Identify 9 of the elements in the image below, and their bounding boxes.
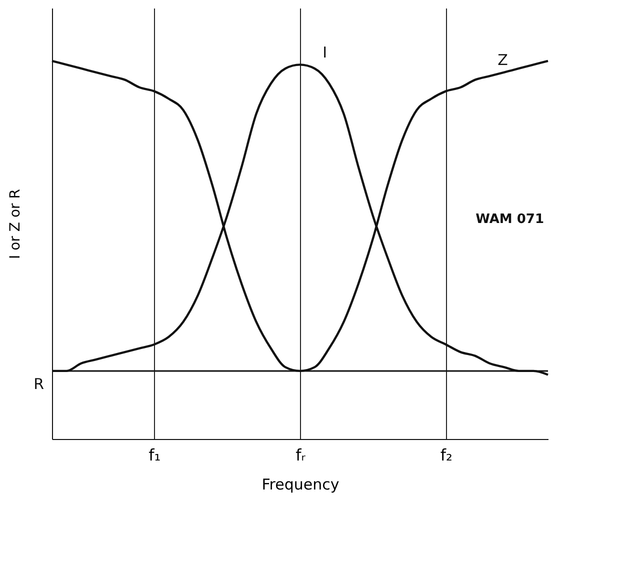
- x-tick-label: f₁: [148, 446, 161, 464]
- x-tick-label: f₂: [440, 446, 452, 464]
- y-axis-title: I or Z or R: [8, 188, 24, 259]
- ref-line-label: R: [34, 374, 44, 393]
- series-label: Z: [498, 51, 508, 70]
- annotation: WAM 071: [476, 212, 544, 228]
- series-label: I: [322, 43, 328, 62]
- x-tick-label: fᵣ: [296, 446, 306, 464]
- x-axis-title: Frequency: [262, 476, 340, 494]
